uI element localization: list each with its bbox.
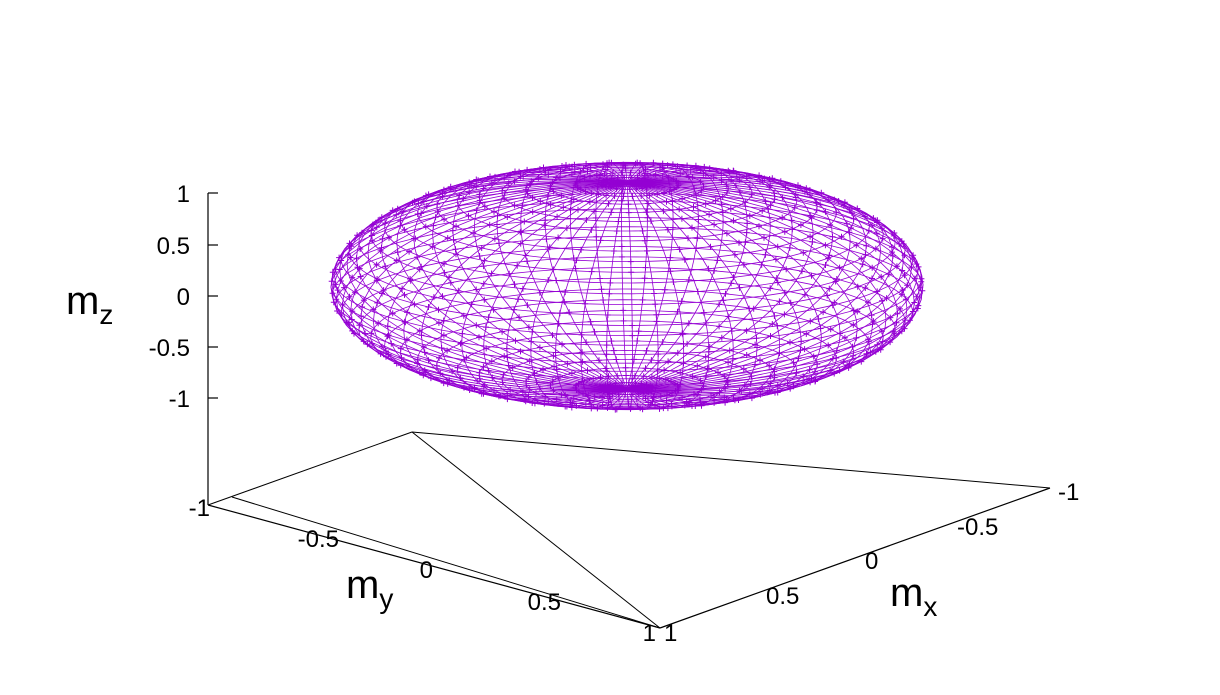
surface-meridian-line: [626, 182, 858, 399]
x-tick-label: 1: [664, 620, 677, 647]
surface-meridian-line: [530, 182, 628, 409]
base-guide-line: [411, 431, 1051, 489]
surface-meridian-line: [626, 162, 674, 390]
x-axis-label: mx: [890, 571, 937, 622]
z-tick-label: 0: [177, 284, 190, 311]
surface-meridian-line: [626, 182, 908, 392]
surface-meridian-line: [334, 182, 628, 390]
x-axis-base-line: [659, 487, 1051, 629]
y-axis-ticks: -1 -0.5 0 0.5 1: [189, 495, 656, 647]
z-tick-label: -1: [169, 386, 190, 413]
base-guide-line: [231, 496, 661, 629]
surface-meridian-line: [440, 182, 628, 403]
surface-meridian-line: [483, 182, 628, 406]
surface-meridian-line: [626, 180, 912, 390]
surface-meridian-line: [580, 182, 628, 410]
y-axis-base-line: [207, 504, 661, 629]
surface-meridian-line: [626, 176, 882, 390]
surface-meridian-line: [626, 166, 771, 390]
z-tick-label: 0.5: [157, 233, 190, 260]
surface-meridian-line: [626, 169, 814, 390]
surface-meridian-line: [569, 162, 628, 390]
surface-latitude-line: [340, 246, 914, 380]
surface-meridian-line: [342, 182, 628, 392]
y-tick-label: 0.5: [528, 589, 561, 616]
x-tick-label: -0.5: [957, 514, 998, 541]
z-tick-label: 1: [177, 181, 190, 208]
surface-meridian-line: [626, 181, 918, 390]
y-tick-label: 1: [643, 620, 656, 647]
x-tick-label: -1: [1058, 479, 1079, 506]
surface-point-markers: [328, 159, 926, 413]
x-tick-label: 0.5: [766, 583, 799, 610]
surface-meridian-line: [626, 182, 922, 390]
base-guide-line: [207, 431, 413, 506]
surface-meridian-line: [346, 180, 628, 390]
surface-meridian-line: [626, 182, 822, 402]
y-tick-label: -1: [189, 495, 210, 522]
surface-meridian-line: [432, 170, 628, 390]
z-axis-label: mz: [66, 279, 113, 330]
surface-meridian-line: [626, 182, 734, 408]
surface-meridian-line: [626, 179, 904, 390]
y-tick-label: 0: [420, 557, 433, 584]
x-axis-ticks: 1 0.5 0 -0.5 -1: [664, 479, 1079, 647]
surface-meridian-line: [367, 177, 628, 390]
surface-meridian-line: [621, 161, 628, 390]
surface-meridian-line: [332, 182, 628, 390]
surface-meridian-line: [626, 182, 781, 405]
base-guide-lines: [207, 431, 1051, 629]
surface-meridian-line: [372, 182, 628, 396]
z-tick-label: -0.5: [149, 335, 190, 362]
surface-mesh: [328, 159, 926, 413]
axes-frame: [207, 193, 1051, 629]
base-guide-line: [411, 431, 661, 629]
surface-latitude-line: [330, 217, 924, 355]
z-axis-ticks: 1 0.5 0 -0.5 -1: [149, 181, 218, 413]
surface-meridian-line: [473, 167, 628, 390]
y-tick-label: -0.5: [298, 526, 339, 553]
y-axis-label: my: [346, 563, 393, 614]
surface-meridian-line: [403, 182, 628, 399]
surface-meridian-line: [626, 182, 887, 395]
x-tick-label: 0: [865, 548, 878, 575]
surface-meridian-line: [626, 182, 685, 410]
surface-meridian-line: [350, 182, 628, 393]
